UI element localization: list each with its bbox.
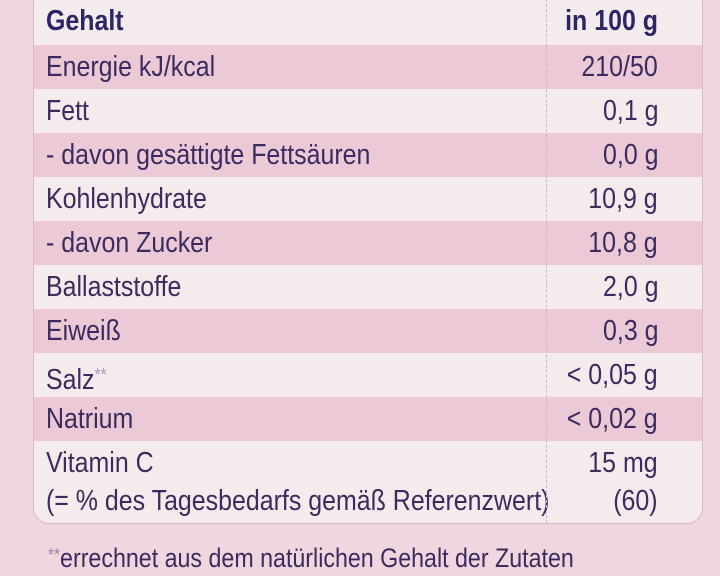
row-label: (= % des Tagesbedarfs gemäß Referenzwert…	[46, 485, 550, 517]
table-row: - davon Zucker 10,8 g	[34, 221, 702, 265]
row-value: 2,0 g	[602, 271, 658, 303]
row-value: 0,0 g	[602, 139, 658, 171]
header-row: Gehalt in 100 g	[34, 0, 702, 43]
row-value: (60)	[613, 485, 658, 517]
row-label: Energie kJ/kcal	[46, 51, 216, 83]
footnote-text: errechnet aus dem natürlichen Gehalt der…	[60, 543, 574, 573]
row-label: Fett	[46, 95, 89, 127]
header-label: Gehalt	[46, 5, 124, 37]
row-value: 15 mg	[588, 447, 658, 479]
table-row: Ballaststoffe 2,0 g	[34, 265, 702, 309]
row-value: 0,3 g	[602, 315, 658, 347]
row-label: Kohlenhydrate	[46, 183, 207, 215]
table-row: Eiweiß 0,3 g	[34, 309, 702, 353]
table-row: - davon gesättigte Fettsäuren 0,0 g	[34, 133, 702, 177]
row-value: < 0,05 g	[567, 359, 658, 391]
row-value: 0,1 g	[602, 95, 658, 127]
row-value: 10,9 g	[588, 183, 658, 215]
row-label: - davon Zucker	[46, 227, 213, 259]
nutrition-table: Gehalt in 100 g Energie kJ/kcal 210/50 F…	[33, 0, 703, 524]
header-value: in 100 g	[565, 5, 658, 37]
row-label: - davon gesättigte Fettsäuren	[46, 139, 371, 171]
row-label-text: Salz	[46, 364, 95, 396]
footnote: **errechnet aus dem natürlichen Gehalt d…	[48, 538, 574, 575]
row-label: Eiweiß	[46, 315, 121, 347]
footnote-marker: **	[48, 545, 61, 565]
table-row: Vitamin C 15 mg	[34, 441, 702, 485]
footnote-marker: **	[94, 365, 107, 385]
table-row: Kohlenhydrate 10,9 g	[34, 177, 702, 221]
row-label: Ballaststoffe	[46, 271, 182, 303]
row-label: Vitamin C	[46, 447, 154, 479]
table-row: (= % des Tagesbedarfs gemäß Referenzwert…	[34, 479, 702, 523]
table-row: Natrium < 0,02 g	[34, 397, 702, 441]
row-value: 10,8 g	[588, 227, 658, 259]
row-value: 210/50	[581, 51, 658, 83]
row-label: Salz**	[46, 357, 107, 398]
table-row: Salz** < 0,05 g	[34, 353, 702, 397]
column-divider	[546, 0, 547, 523]
table-row: Fett 0,1 g	[34, 89, 702, 133]
row-label: Natrium	[46, 403, 134, 435]
row-value: < 0,02 g	[567, 403, 658, 435]
table-row: Energie kJ/kcal 210/50	[34, 45, 702, 89]
